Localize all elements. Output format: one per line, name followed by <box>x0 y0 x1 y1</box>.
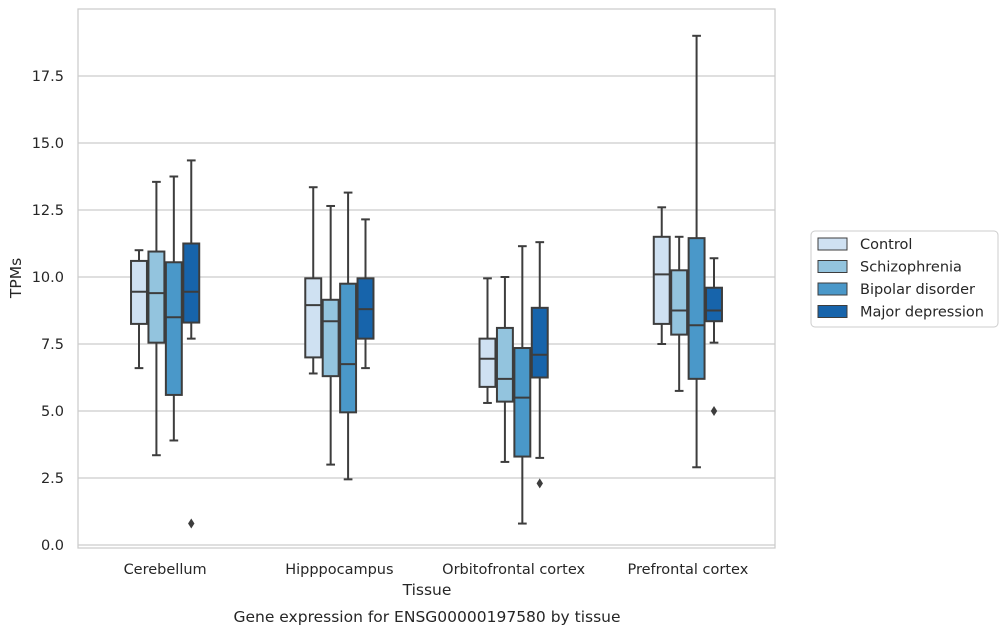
box-iqr <box>164 261 183 396</box>
grid-lines <box>78 75 775 546</box>
y-tick-label: 7.5 <box>41 337 64 353</box>
y-tick-label: 12.5 <box>32 203 64 219</box>
box-iqr <box>705 286 723 323</box>
y-tick-label: 2.5 <box>41 471 64 487</box>
x-tick-labels: Cerebellum Hipppocampus Orbitofrontal cort… <box>124 562 749 578</box>
box-iqr <box>182 242 201 324</box>
y-tick-label: 0.0 <box>41 538 64 554</box>
y-tick-label: 15.0 <box>32 136 64 152</box>
box-iqr <box>478 337 497 388</box>
box <box>687 34 706 469</box>
outlier-point <box>536 478 543 489</box>
legend-item: Control <box>817 237 912 253</box>
x-axis-title: Tissue <box>402 581 452 599</box>
box-iqr <box>652 235 671 325</box>
box <box>130 249 148 370</box>
legend-item: Major depression <box>817 305 984 321</box>
y-tick-labels: 0.0 2.5 5.0 7.5 10.0 12.5 15.0 17.5 <box>32 69 64 554</box>
box <box>339 191 358 481</box>
legend-item: Schizophrenia <box>817 260 962 276</box>
box <box>495 276 514 463</box>
legend-swatch <box>817 282 848 296</box>
chart-caption: Gene expression for ENSG00000197580 by t… <box>233 608 620 626</box>
box <box>356 218 375 370</box>
x-tick-label: Hipppocampus <box>285 562 393 578</box>
box <box>670 235 689 392</box>
box-iqr <box>670 269 689 336</box>
x-tick-label: Prefrontal cortex <box>627 562 748 578</box>
box-iqr <box>513 347 532 458</box>
box <box>652 206 671 345</box>
y-axis-title: TPMs <box>7 258 25 299</box>
plot-frame <box>77 8 776 549</box>
box <box>147 180 166 457</box>
x-tick-label: Orbitofrontal cortex <box>442 562 585 578</box>
box <box>705 257 723 416</box>
box <box>530 241 549 489</box>
legend-swatch <box>817 260 848 273</box>
legend-label: Major depression <box>860 305 984 321</box>
box-iqr <box>321 298 340 378</box>
outlier-point <box>188 518 195 529</box>
box <box>321 204 340 466</box>
legend-item: Bipolar disorder <box>817 282 975 298</box>
legend-label: Schizophrenia <box>860 260 962 276</box>
outlier-point <box>710 406 718 416</box>
legend-label: Bipolar disorder <box>860 282 975 298</box>
box <box>513 245 532 525</box>
box <box>182 159 201 529</box>
legend: Control Schizophrenia Bipolar disorder Majo… <box>810 230 999 328</box>
box-iqr <box>147 250 166 344</box>
box-iqr <box>530 306 549 379</box>
y-tick-label: 10.0 <box>32 270 64 286</box>
legend-label: Control <box>860 237 912 253</box>
legend-swatch <box>817 237 848 251</box>
box-iqr <box>339 282 358 414</box>
box-iqr <box>495 326 514 403</box>
box <box>304 186 323 375</box>
y-tick-label: 5.0 <box>41 404 64 420</box>
box <box>164 175 183 442</box>
legend-frame <box>810 230 999 328</box>
x-tick-label: Cerebellum <box>124 562 207 578</box>
boxes-layer <box>130 34 723 529</box>
box-iqr <box>687 237 706 380</box>
box-iqr <box>304 277 323 359</box>
y-tick-label: 17.5 <box>32 69 64 85</box>
legend-swatch <box>817 305 848 318</box>
box <box>478 277 497 404</box>
